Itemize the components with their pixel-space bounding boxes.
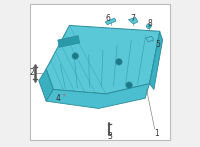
Polygon shape xyxy=(150,31,163,90)
Polygon shape xyxy=(146,36,154,42)
Polygon shape xyxy=(58,36,80,47)
Text: 4: 4 xyxy=(56,94,61,103)
Polygon shape xyxy=(39,69,53,101)
Text: 2: 2 xyxy=(30,67,35,77)
Circle shape xyxy=(116,59,122,65)
Text: 6: 6 xyxy=(106,14,110,23)
Circle shape xyxy=(146,24,151,29)
Polygon shape xyxy=(128,17,138,24)
Polygon shape xyxy=(46,25,160,94)
Text: 8: 8 xyxy=(148,20,153,29)
Text: 7: 7 xyxy=(130,14,135,23)
Polygon shape xyxy=(46,84,150,108)
Polygon shape xyxy=(105,18,116,25)
Circle shape xyxy=(72,53,78,59)
Text: 5: 5 xyxy=(155,40,160,49)
Text: 1: 1 xyxy=(154,129,159,138)
FancyBboxPatch shape xyxy=(30,4,170,141)
Circle shape xyxy=(126,82,132,88)
Text: 3: 3 xyxy=(107,132,112,141)
